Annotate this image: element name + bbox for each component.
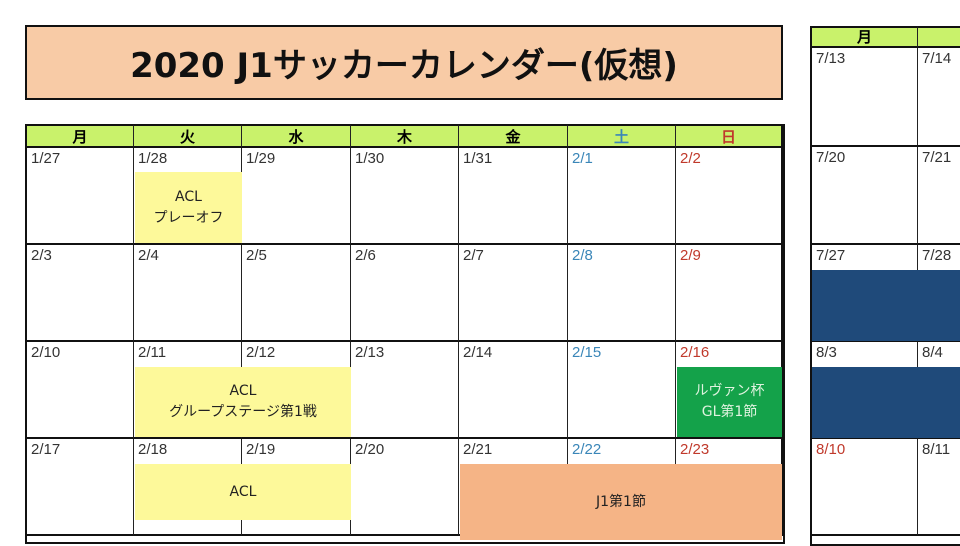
date-label: 2/5: [246, 247, 267, 264]
weekday-header: 金: [459, 124, 568, 148]
date-label: 7/14: [922, 50, 952, 67]
weekday-header: 水: [242, 124, 351, 148]
date-label: 2/3: [31, 247, 52, 264]
event-break-band: [812, 270, 960, 341]
date-label: 2/21: [463, 441, 493, 458]
date-label: 8/3: [816, 344, 837, 361]
date-label: 7/20: [816, 149, 846, 166]
date-label: 2/10: [31, 344, 61, 361]
day-cell[interactable]: 7/21: [918, 147, 960, 245]
date-label: 1/30: [355, 150, 385, 167]
day-cell[interactable]: 7/13: [810, 48, 918, 147]
day-cell[interactable]: 2/10: [25, 342, 134, 439]
date-label: 2/1: [572, 150, 593, 167]
day-cell[interactable]: 2/14: [459, 342, 568, 439]
date-label: 2/19: [246, 441, 276, 458]
date-label: 2/14: [463, 344, 493, 361]
date-label: 2/16: [680, 344, 710, 361]
date-label: 2/7: [463, 247, 484, 264]
day-cell[interactable]: 7/28: [918, 245, 960, 342]
date-label: 7/28: [922, 247, 952, 264]
day-cell[interactable]: 1/30: [351, 148, 459, 245]
date-label: 2/20: [355, 441, 385, 458]
weekday-header: 火: [134, 124, 242, 148]
date-label: 2/17: [31, 441, 61, 458]
event-acl-group-stage-1[interactable]: ACL グループステージ第1戦: [135, 367, 351, 437]
weekday-header: 木: [351, 124, 459, 148]
date-label: 8/10: [816, 441, 846, 458]
day-cell[interactable]: 2/9: [676, 245, 783, 342]
date-label: 2/13: [355, 344, 385, 361]
day-cell[interactable]: 1/27: [25, 148, 134, 245]
weekday-header: 土: [568, 124, 676, 148]
date-label: 1/31: [463, 150, 493, 167]
date-label: 7/27: [816, 247, 846, 264]
day-cell[interactable]: 2/13: [351, 342, 459, 439]
date-label: 2/4: [138, 247, 159, 264]
date-label: 2/8: [572, 247, 593, 264]
date-label: 1/27: [31, 150, 61, 167]
date-label: 2/23: [680, 441, 710, 458]
weekday-header: [918, 26, 960, 48]
day-cell[interactable]: 2/8: [568, 245, 676, 342]
date-label: 1/29: [246, 150, 276, 167]
page-title: 2020 J1サッカーカレンダー(仮想): [25, 25, 783, 100]
day-cell[interactable]: 2/20: [351, 439, 459, 536]
event-break-band: [812, 367, 960, 438]
day-cell[interactable]: 2/3: [25, 245, 134, 342]
day-cell[interactable]: 2/1: [568, 148, 676, 245]
day-cell[interactable]: 7/14: [918, 48, 960, 147]
day-cell[interactable]: 8/11: [918, 439, 960, 536]
day-cell[interactable]: 2/17: [25, 439, 134, 536]
weekday-header: 月: [25, 124, 134, 148]
day-cell[interactable]: 2/7: [459, 245, 568, 342]
day-cell[interactable]: 1/29: [242, 148, 351, 245]
event-acl-group-stage-2[interactable]: ACL: [135, 464, 351, 520]
day-cell[interactable]: 2/2: [676, 148, 783, 245]
event-levain-cup-gl1[interactable]: ルヴァン杯 GL第1節: [677, 367, 782, 437]
day-cell[interactable]: 2/15: [568, 342, 676, 439]
day-cell[interactable]: 1/31: [459, 148, 568, 245]
date-label: 7/13: [816, 50, 846, 67]
day-cell[interactable]: 2/5: [242, 245, 351, 342]
weekday-header: 日: [676, 124, 783, 148]
date-label: 7/21: [922, 149, 952, 166]
day-cell[interactable]: 8/4: [918, 342, 960, 439]
day-cell[interactable]: 7/20: [810, 147, 918, 245]
date-label: 1/28: [138, 150, 168, 167]
date-label: 2/6: [355, 247, 376, 264]
day-cell[interactable]: 2/16: [676, 342, 783, 439]
date-label: 2/15: [572, 344, 602, 361]
date-label: 2/2: [680, 150, 701, 167]
date-label: 2/12: [246, 344, 276, 361]
date-label: 2/22: [572, 441, 602, 458]
event-acl-playoff[interactable]: ACL プレーオフ: [135, 172, 242, 243]
event-j1-matchday-1[interactable]: J1第1節: [460, 464, 782, 540]
weekday-header: 月: [810, 26, 918, 48]
day-cell[interactable]: 8/10: [810, 439, 918, 536]
day-cell[interactable]: 2/6: [351, 245, 459, 342]
date-label: 2/11: [138, 344, 167, 361]
day-cell[interactable]: 2/4: [134, 245, 242, 342]
date-label: 8/4: [922, 344, 943, 361]
date-label: 2/18: [138, 441, 168, 458]
date-label: 2/9: [680, 247, 701, 264]
date-label: 8/11: [922, 441, 951, 458]
